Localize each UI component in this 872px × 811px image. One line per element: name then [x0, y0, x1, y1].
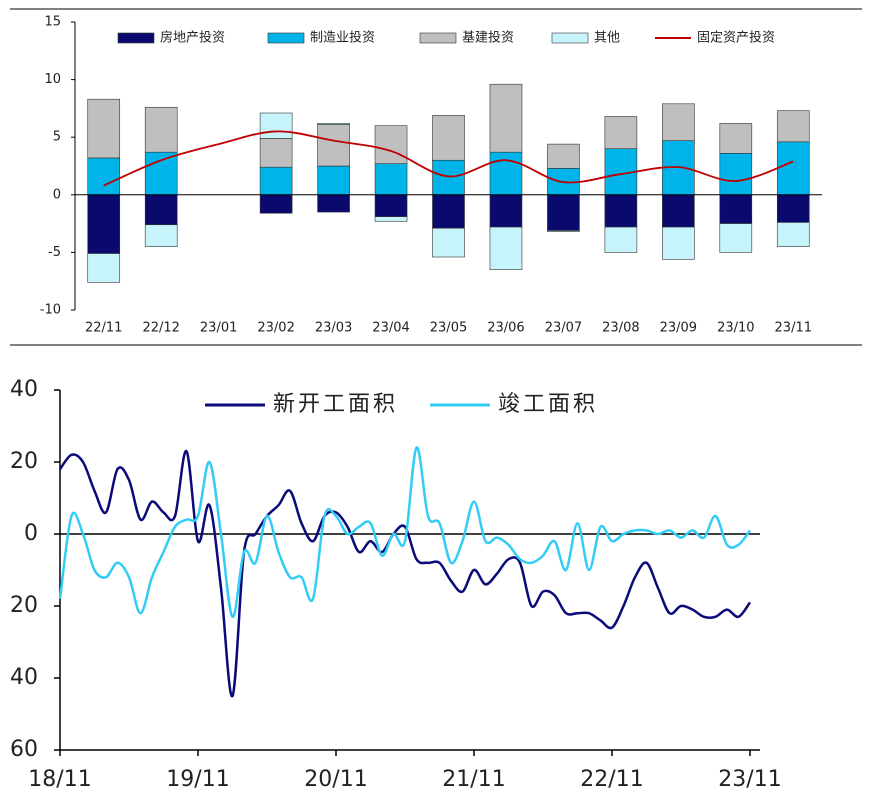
bar-segment: [259, 138, 293, 168]
y-tick-label: 0: [24, 521, 38, 546]
bar-segment: [604, 116, 638, 150]
bar-segment: [547, 230, 580, 232]
bar-segment: [719, 123, 753, 154]
bar-segment: [144, 194, 178, 226]
bar-segment: [547, 194, 580, 231]
bar-segment: [87, 194, 121, 254]
y-tick-label: 40: [10, 665, 38, 690]
bar-segment: [662, 226, 695, 260]
bar-segment: [489, 226, 523, 270]
x-tick-label: 23/04: [372, 321, 409, 336]
bar-segment: [719, 223, 753, 253]
bar-segment: [432, 115, 465, 161]
x-tick-label: 23/10: [717, 321, 754, 336]
bar-segment: [374, 194, 408, 217]
x-tick-label: 23/08: [602, 321, 639, 336]
x-tick-label: 19/11: [166, 767, 229, 792]
bar-segment: [144, 151, 178, 196]
x-tick-label: 23/05: [430, 321, 467, 336]
x-tick-label: 22/11: [85, 321, 122, 336]
bar-segment: [719, 153, 753, 196]
bar-segment: [776, 222, 810, 247]
bar-segment: [662, 194, 695, 228]
legend-label: 制造业投资: [310, 30, 375, 46]
bar-segment: [144, 106, 178, 153]
y-tick-label: 15: [44, 15, 61, 30]
x-tick-label: 23/11: [718, 767, 781, 792]
bar-segment: [432, 159, 465, 196]
legend-label: 固定资产投资: [697, 30, 775, 46]
bar-segment: [489, 151, 523, 196]
legend-label: 房地产投资: [160, 30, 225, 46]
bar-segment: [432, 227, 465, 258]
bar-segment: [432, 194, 465, 229]
line-series: [58, 449, 752, 698]
x-tick-label: 20/11: [304, 767, 367, 792]
bar-segment: [87, 157, 121, 196]
x-tick-label: 23/07: [545, 321, 582, 336]
y-tick-label: 10: [44, 72, 61, 87]
x-tick-label: 23/02: [257, 321, 294, 336]
x-tick-label: 23/09: [660, 321, 697, 336]
x-tick-label: 22/11: [580, 767, 643, 792]
x-tick-label: 18/11: [28, 767, 91, 792]
legend-swatch: [551, 32, 589, 44]
bar-segment: [489, 194, 523, 228]
bar-segment: [144, 224, 178, 247]
bar-segment: [317, 123, 350, 125]
bar-segment: [317, 165, 350, 196]
bar-segment: [317, 194, 350, 213]
legend-label: 其他: [594, 31, 620, 46]
line-series: [58, 446, 752, 619]
y-tick-label: -10: [40, 303, 61, 318]
bar-segment: [604, 226, 638, 253]
bar-segment: [776, 194, 810, 223]
x-tick-label: 23/06: [487, 321, 524, 336]
bar-segment: [776, 110, 810, 143]
legend-swatch: [117, 32, 155, 44]
bar-segment: [776, 141, 810, 196]
bar-segment: [547, 143, 580, 169]
legend-label: 新开工面积: [273, 392, 398, 417]
bar-segment: [374, 125, 408, 164]
bar-segment: [489, 83, 523, 153]
y-tick-label: 20: [10, 449, 38, 474]
y-tick-label: 5: [53, 130, 61, 145]
bar-segment: [719, 194, 753, 224]
y-tick-label: 40: [10, 377, 38, 402]
bar-segment: [374, 216, 408, 222]
bar-segment: [87, 253, 121, 283]
bar-segment: [317, 124, 350, 167]
bar-segment: [604, 194, 638, 228]
y-tick-label: 60: [10, 737, 38, 762]
bar-segment: [259, 112, 293, 139]
x-tick-label: 23/03: [315, 321, 352, 336]
x-tick-label: 22/12: [142, 321, 179, 336]
y-tick-label: -5: [48, 245, 61, 260]
legend-label: 基建投资: [462, 30, 514, 46]
legend-label: 竣工面积: [498, 392, 598, 417]
y-tick-label: 0: [53, 187, 61, 202]
bar-segment: [259, 166, 293, 196]
legend-swatch: [419, 32, 457, 44]
x-tick-label: 23/11: [775, 321, 812, 336]
bar-segment: [374, 163, 408, 196]
legend-swatch: [267, 32, 305, 44]
bar-segment: [259, 194, 293, 214]
x-tick-label: 23/01: [200, 321, 237, 336]
y-tick-label: 20: [10, 593, 38, 618]
bar-segment: [87, 98, 121, 159]
x-tick-label: 21/11: [442, 767, 505, 792]
line-series: [103, 130, 794, 187]
bar-segment: [662, 103, 695, 141]
